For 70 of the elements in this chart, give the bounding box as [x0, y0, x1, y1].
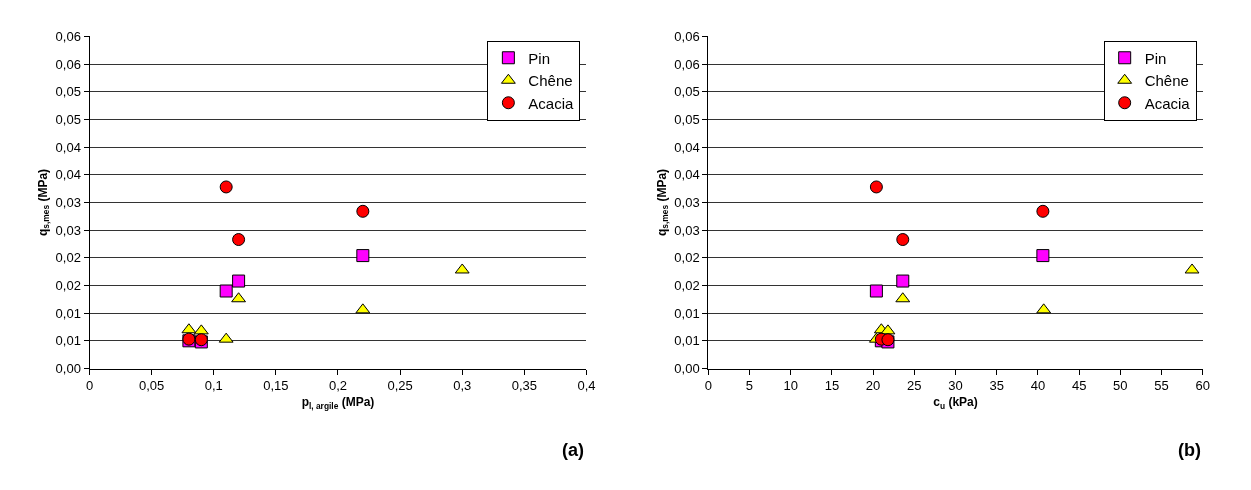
y-tick-label: 0,03 [674, 222, 700, 238]
x-tick-label: 20 [865, 378, 881, 394]
x-tick-label: 5 [745, 378, 754, 394]
y-tick-label: 0,02 [674, 250, 700, 266]
y-tick-label: 0,01 [55, 333, 81, 349]
point [896, 274, 910, 288]
x-tick-label: 0,15 [263, 378, 289, 394]
x-tick-label: 15 [824, 378, 840, 394]
y-tick-label: 0,06 [674, 28, 700, 44]
x-tick-label: 60 [1195, 378, 1210, 394]
x-tick-label: 0,4 [577, 378, 596, 394]
y-tick-label: 0,04 [674, 167, 700, 183]
x-tick-label: 40 [1030, 378, 1046, 394]
point [356, 249, 370, 263]
y-tick-label: 0,06 [674, 56, 700, 72]
x-tick-label: 25 [907, 378, 922, 394]
legend-label: Acacia [1144, 94, 1191, 112]
point [219, 284, 233, 298]
y-tick-label: 0,00 [674, 361, 700, 377]
legend-label: Pin [1144, 49, 1167, 67]
x-tick-label: 0,05 [138, 378, 165, 394]
x-tick-label: 10 [783, 378, 798, 394]
x-axis-title: p$_{l, argile}$ (MPa) [301, 395, 375, 411]
legend-label: Acacia [528, 94, 575, 112]
y-tick-label: 0,04 [55, 167, 81, 183]
y-tick-label: 0,03 [55, 195, 81, 210]
x-tick-label: 0,3 [453, 378, 472, 394]
x-tick-label: 30 [948, 378, 963, 394]
x-tick-label: 0 [704, 378, 712, 394]
x-tick-label: 0,2 [328, 378, 348, 394]
x-tick-label: 0,1 [204, 378, 223, 394]
point [1036, 249, 1050, 263]
y-tick-label: 0,05 [674, 84, 700, 100]
y-tick-label: 0,05 [55, 84, 81, 100]
point [219, 180, 233, 194]
x-tick-label: 55 [1154, 378, 1169, 394]
y-tick-label: 0,05 [674, 111, 700, 127]
x-tick-label: 50 [1113, 378, 1128, 394]
x-tick-label: 0,25 [387, 378, 413, 394]
y-tick-label: 0,06 [55, 56, 81, 72]
y-tick-label: 0,02 [674, 278, 700, 294]
y-tick-label: 0,00 [55, 361, 81, 377]
y-tick-label: 0,05 [55, 111, 81, 127]
y-tick-label: 0,02 [55, 278, 81, 294]
x-tick-label: 45 [1071, 378, 1087, 394]
x-tick-label: 35 [989, 378, 1004, 394]
legend-label: Chêne [1144, 72, 1189, 90]
y-tick-label: 0,04 [55, 139, 81, 155]
legend-label: Pin [528, 49, 551, 67]
point [232, 274, 246, 288]
x-tick-label: 0 [85, 378, 94, 394]
y-tick-label: 0,01 [55, 305, 81, 321]
y-tick-label: 0,01 [674, 333, 700, 349]
point [869, 284, 883, 298]
text: (b) [1178, 440, 1201, 460]
x-tick-label: 0,35 [511, 378, 537, 394]
y-tick-label: 0,03 [55, 222, 81, 238]
point [356, 204, 370, 218]
legend-label: Chêne [528, 72, 573, 90]
y-tick-label: 0,01 [674, 305, 700, 321]
y-tick-label: 0,02 [55, 250, 81, 266]
y-tick-label: 0,06 [55, 28, 81, 44]
text: (a) [562, 440, 584, 460]
point [896, 233, 910, 247]
y-tick-label: 0,03 [674, 195, 700, 210]
point [1036, 204, 1050, 218]
x-axis-title: c$_{u}$ (kPa) [933, 395, 978, 411]
y-tick-label: 0,04 [674, 139, 700, 155]
point [232, 233, 246, 247]
point [869, 180, 883, 194]
